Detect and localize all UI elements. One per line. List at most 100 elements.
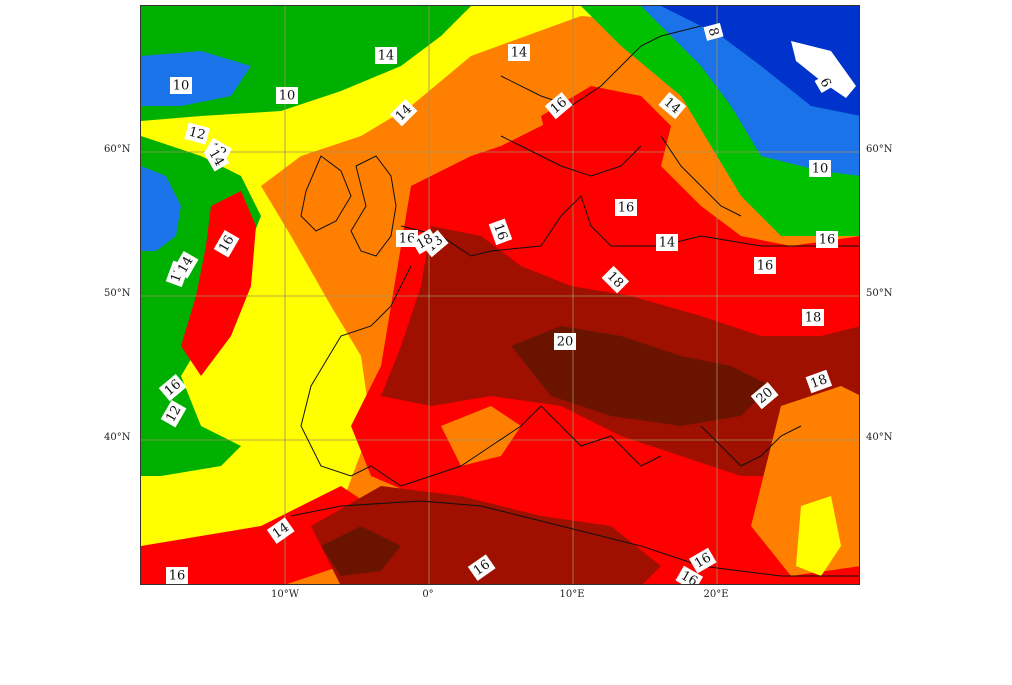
contour-label-35: 14 bbox=[172, 250, 199, 279]
contour-label-19: 18 bbox=[601, 265, 630, 294]
contour-label-bg bbox=[184, 122, 210, 145]
field-20-south bbox=[311, 486, 661, 584]
contour-label-9: 16 bbox=[158, 374, 187, 402]
contour-label-text: 16 bbox=[618, 201, 635, 216]
contour-label-bg bbox=[754, 257, 776, 274]
contour-label-21: 18 bbox=[805, 369, 833, 394]
contour-label-5: 14 bbox=[375, 47, 397, 64]
contour-label-bg bbox=[213, 229, 240, 258]
field-4-ne bbox=[791, 41, 856, 98]
field-14-east bbox=[796, 496, 841, 576]
contour-label-text: 18 bbox=[809, 372, 830, 392]
contour-label-22: 18 bbox=[410, 228, 439, 255]
contour-label-2: 12 bbox=[184, 122, 210, 145]
field-18-sw bbox=[141, 486, 371, 584]
contour-label-bg bbox=[410, 228, 439, 255]
contour-label-bg bbox=[805, 369, 833, 394]
contour-label-31: 14 bbox=[203, 143, 230, 172]
contour-label-text: 18 bbox=[805, 311, 822, 326]
contour-label-23: 20 bbox=[554, 333, 576, 350]
lat-label-50-left: 50°N bbox=[104, 288, 131, 299]
field-22-south bbox=[321, 526, 401, 576]
contour-label-bg bbox=[508, 44, 530, 61]
contour-label-0: 10 bbox=[170, 77, 192, 94]
lon-label-10e: 10°E bbox=[559, 589, 585, 600]
contour-label-8: 16 bbox=[213, 229, 240, 258]
graticule bbox=[141, 6, 859, 584]
lon-label-20e: 20°E bbox=[703, 589, 729, 600]
contour-label-12: 16 bbox=[488, 218, 513, 246]
contour-label-text: 14 bbox=[205, 147, 226, 169]
lat-label-60-left: 60°N bbox=[104, 144, 131, 155]
contour-label-text: 18 bbox=[414, 231, 436, 252]
contour-label-20: 18 bbox=[802, 309, 824, 326]
contour-label-bg bbox=[158, 374, 187, 402]
lat-label-40-right: 40°N bbox=[866, 432, 893, 443]
field-6-ne bbox=[661, 6, 859, 116]
contour-label-text: 14 bbox=[659, 236, 676, 251]
contour-label-text: 14 bbox=[175, 254, 196, 276]
field-10-nw bbox=[141, 51, 251, 106]
contour-label-text: 8 bbox=[705, 26, 722, 38]
contour-label-bg bbox=[375, 47, 397, 64]
contour-label-29: 16 bbox=[675, 565, 704, 584]
contour-label-text: 16 bbox=[819, 233, 836, 248]
contour-label-text: 10 bbox=[279, 89, 296, 104]
contour-label-bg bbox=[809, 160, 831, 177]
contour-label-bg bbox=[488, 218, 513, 246]
contour-label-bg bbox=[172, 250, 199, 279]
field-16-med bbox=[441, 406, 521, 466]
contour-label-36: 16 bbox=[816, 231, 838, 248]
field-18-nordic bbox=[541, 86, 671, 186]
contour-labels: 1010121212141414161616161616161616161818… bbox=[158, 22, 838, 584]
contour-label-26: 14 bbox=[658, 92, 687, 120]
contour-label-bg bbox=[266, 517, 295, 544]
coastlines bbox=[290, 25, 859, 577]
lat-label-60-right: 60°N bbox=[866, 144, 893, 155]
contour-label-bg bbox=[554, 333, 576, 350]
contour-label-text: 16 bbox=[692, 550, 714, 571]
field-10-west bbox=[141, 166, 181, 251]
contour-label-text: 12 bbox=[163, 403, 184, 425]
contour-label-7: 14 bbox=[266, 517, 295, 544]
contour-label-bg bbox=[814, 72, 837, 94]
contour-label-11: 16 bbox=[396, 230, 418, 247]
contour-label-text: 16 bbox=[399, 232, 416, 247]
field-14-west bbox=[141, 6, 859, 584]
contour-label-bg bbox=[658, 92, 687, 120]
contour-label-24: 20 bbox=[750, 382, 779, 410]
contour-label-bg bbox=[703, 22, 724, 41]
contour-label-bg bbox=[544, 92, 573, 120]
contour-label-10: 16 bbox=[166, 567, 188, 584]
contour-label-30: 12 bbox=[160, 399, 187, 428]
contour-label-bg bbox=[276, 87, 298, 104]
field-22-core bbox=[511, 326, 771, 426]
contour-label-bg bbox=[203, 143, 230, 172]
contour-label-bg bbox=[802, 309, 824, 326]
contour-label-text: 14 bbox=[511, 46, 528, 61]
contour-label-34: 10 bbox=[809, 160, 831, 177]
contour-label-bg bbox=[467, 554, 496, 581]
contour-label-bg bbox=[160, 399, 187, 428]
lat-label-40-left: 40°N bbox=[104, 432, 131, 443]
contour-label-15: 16 bbox=[544, 92, 573, 120]
contour-map: 1010121212141414161616161616161616161818… bbox=[140, 5, 860, 585]
contour-label-text: 16 bbox=[490, 222, 510, 243]
map-canvas: 1010121212141414161616161616161616161818… bbox=[141, 6, 859, 584]
contour-label-14: 16 bbox=[754, 257, 776, 274]
lon-label-0: 0° bbox=[422, 589, 434, 600]
contour-label-text: 14 bbox=[378, 49, 395, 64]
contour-label-bg bbox=[396, 230, 418, 247]
contour-label-bg bbox=[601, 265, 630, 294]
contour-label-bg bbox=[675, 565, 704, 584]
contour-label-25: 14 bbox=[508, 44, 530, 61]
contour-label-bg bbox=[816, 231, 838, 248]
contour-label-text: 10 bbox=[173, 79, 190, 94]
contour-label-17: 16 bbox=[688, 547, 717, 574]
contour-label-bg bbox=[170, 77, 192, 94]
contour-label-6: 14 bbox=[389, 98, 418, 127]
lat-label-50-right: 50°N bbox=[866, 288, 893, 299]
contour-label-32: 8 bbox=[703, 22, 724, 41]
contour-label-27: 14 bbox=[656, 234, 678, 251]
contour-label-16: 16 bbox=[467, 554, 496, 581]
